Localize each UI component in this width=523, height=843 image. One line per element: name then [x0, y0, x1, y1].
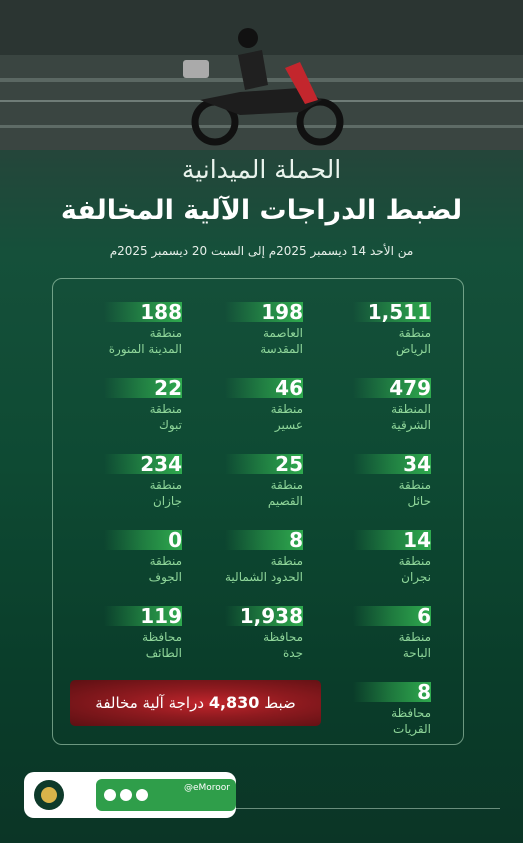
value-text: 8: [417, 680, 431, 704]
region-value: 1,511: [306, 299, 431, 325]
region-name: الباحة: [402, 646, 431, 660]
region-type: المنطقة: [391, 402, 431, 416]
title: الحملة الميدانية: [181, 155, 342, 184]
value-text: 14: [403, 528, 431, 552]
title-main: لضبط الدراجات الآلية المخالفة: [60, 195, 463, 226]
region-cell: 234 منطقة جازان: [57, 451, 182, 509]
date-range: من الأحد 14 ديسمبر 2025م إلى السبت 20 دي…: [109, 244, 414, 258]
region-value: 119: [57, 603, 182, 629]
region-value: 25: [178, 451, 303, 477]
region-name: الشرقية: [390, 418, 431, 432]
region-type: منطقة: [270, 402, 303, 416]
region-value: 479: [306, 375, 431, 401]
region-cell: 34 منطقة حائل: [306, 451, 431, 509]
region-name: القريات: [393, 722, 431, 736]
region-type: منطقة: [149, 478, 182, 492]
region-value: 46: [178, 375, 303, 401]
value-text: 234: [140, 452, 182, 476]
region-type: منطقة: [149, 554, 182, 568]
region-value: 8: [306, 679, 431, 705]
region-type: منطقة: [149, 402, 182, 416]
region-type: محافظة: [263, 630, 303, 644]
region-type: محافظة: [142, 630, 182, 644]
region-name: جدة: [282, 646, 303, 660]
value-text: 6: [417, 604, 431, 628]
region-cell: 22 منطقة تبوك: [57, 375, 182, 433]
value-text: 34: [403, 452, 431, 476]
region-name: تبوك: [158, 418, 182, 432]
region-name: المدينة المنورة: [108, 342, 182, 356]
total-prefix: ضبط: [264, 694, 296, 712]
region-value: 22: [57, 375, 182, 401]
logo: [34, 780, 64, 810]
region-name: جازان: [152, 494, 182, 508]
region-name: القصيم: [267, 494, 303, 508]
region-cell: 8 منطقة الحدود الشمالية: [178, 527, 303, 585]
region-value: 234: [57, 451, 182, 477]
total-suffix: دراجة آلية مخالفة: [95, 694, 205, 712]
region-type: العاصمة: [263, 326, 303, 340]
value-text: 25: [275, 452, 303, 476]
region-value: 8: [178, 527, 303, 553]
region-cell: 188 منطقة المدينة المنورة: [57, 299, 182, 357]
total-box: ضبط 4,830 دراجة آلية مخالفة: [70, 680, 321, 726]
region-cell: 479 المنطقة الشرقية: [306, 375, 431, 433]
handle-text: @eMoroor: [183, 783, 230, 793]
region-cell: 1,511 منطقة الرياض: [306, 299, 431, 357]
region-type: منطقة: [270, 554, 303, 568]
region-type: منطقة: [398, 478, 431, 492]
region-type: منطقة: [398, 326, 431, 340]
region-type: منطقة: [270, 478, 303, 492]
region-value: 198: [178, 299, 303, 325]
value-text: 46: [275, 376, 303, 400]
social-icons: [104, 789, 148, 801]
region-type: منطقة: [398, 554, 431, 568]
region-value: 1,938: [178, 603, 303, 629]
region-value: 14: [306, 527, 431, 553]
value-text: 198: [261, 300, 303, 324]
region-name: نجران: [401, 570, 431, 584]
region-name: المقدسة: [260, 342, 303, 356]
region-value: 188: [57, 299, 182, 325]
region-cell: 46 منطقة عسير: [178, 375, 303, 433]
region-value: 34: [306, 451, 431, 477]
total-value: 4,830: [208, 693, 260, 712]
region-type: منطقة: [398, 630, 431, 644]
value-text: 479: [389, 376, 431, 400]
region-value: 0: [57, 527, 182, 553]
value-text: 0: [168, 528, 182, 552]
divider: [230, 808, 500, 809]
value-text: 119: [140, 604, 182, 628]
value-text: 1,511: [367, 300, 431, 324]
region-name: الرياض: [395, 342, 431, 356]
region-type: محافظة: [391, 706, 431, 720]
stats-panel: [52, 278, 464, 745]
region-value: 6: [306, 603, 431, 629]
region-name: عسير: [274, 418, 303, 432]
value-text: 188: [140, 300, 182, 324]
region-name: حائل: [407, 494, 431, 508]
region-cell: 8 محافظة القريات: [306, 679, 431, 737]
region-type: منطقة: [149, 326, 182, 340]
region-cell: 1,938 محافظة جدة: [178, 603, 303, 661]
footer-handle: @eMoroor: [96, 779, 236, 811]
region-name: الجوف: [148, 570, 182, 584]
region-cell: 0 منطقة الجوف: [57, 527, 182, 585]
hero-image: [0, 0, 523, 150]
region-name: الطائف: [145, 646, 182, 660]
value-text: 8: [289, 528, 303, 552]
region-cell: 14 منطقة نجران: [306, 527, 431, 585]
region-cell: 198 العاصمة المقدسة: [178, 299, 303, 357]
region-cell: 25 منطقة القصيم: [178, 451, 303, 509]
value-text: 1,938: [239, 604, 303, 628]
region-cell: 6 منطقة الباحة: [306, 603, 431, 661]
region-cell: 119 محافظة الطائف: [57, 603, 182, 661]
value-text: 22: [154, 376, 182, 400]
region-name: الحدود الشمالية: [225, 570, 303, 584]
